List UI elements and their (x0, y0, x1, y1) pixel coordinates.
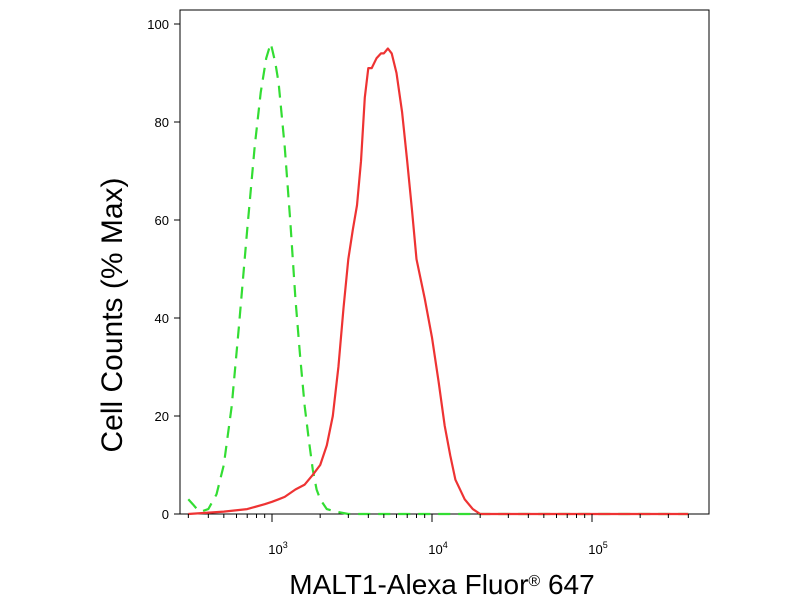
malt1-series-line (188, 47, 689, 516)
x-tick-label-base: 10 (588, 542, 602, 557)
x-tick-label-base: 10 (428, 542, 442, 557)
plot-frame (179, 9, 710, 515)
x-tick-label-exponent: 3 (283, 540, 288, 550)
x-tick-label-exponent: 5 (603, 540, 608, 550)
y-axis-label: Cell Counts (% Max) (96, 177, 129, 452)
x-axis-label-main: MALT1-Alexa Fluor (289, 569, 528, 600)
x-tick-label-exponent: 4 (443, 540, 448, 550)
x-axis-label-suffix: 647 (540, 569, 595, 600)
x-tick-label: 105 (588, 540, 607, 557)
control-series-line (187, 42, 689, 516)
x-tick-label: 103 (268, 540, 287, 557)
x-axis-label-superscript: ® (528, 573, 540, 590)
x-tick-label-base: 10 (268, 542, 282, 557)
y-tick-label: 60 (155, 213, 169, 228)
y-tick-label: 20 (155, 409, 169, 424)
y-tick-label: 40 (155, 311, 169, 326)
series-layer (187, 42, 689, 516)
x-axis-label: MALT1-Alexa Fluor® 647 (289, 569, 594, 600)
y-tick-label: 100 (147, 17, 169, 32)
axes (179, 9, 710, 515)
y-tick-label: 0 (162, 507, 169, 522)
x-tick-label: 104 (428, 540, 447, 557)
y-tick-label: 80 (155, 115, 169, 130)
